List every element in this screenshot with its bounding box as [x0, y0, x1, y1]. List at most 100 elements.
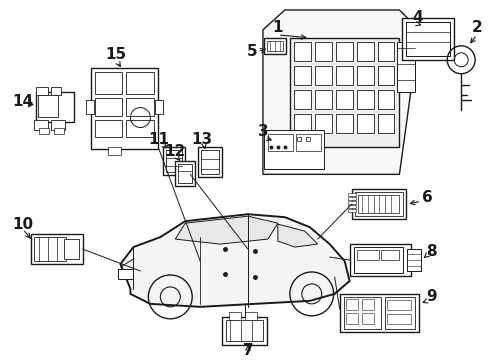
Bar: [294, 66, 311, 85]
Bar: [377, 66, 394, 85]
Bar: [355, 192, 403, 216]
Text: 2: 2: [472, 21, 483, 35]
Bar: [229, 312, 241, 320]
Bar: [126, 72, 154, 94]
Bar: [166, 150, 182, 172]
Bar: [163, 148, 185, 175]
Bar: [354, 247, 403, 273]
Text: 13: 13: [192, 132, 213, 147]
Bar: [340, 294, 419, 332]
Bar: [290, 38, 399, 148]
Bar: [54, 127, 64, 135]
Bar: [357, 113, 373, 132]
Bar: [397, 42, 416, 92]
Bar: [347, 205, 356, 208]
Bar: [362, 313, 373, 324]
Text: 4: 4: [412, 10, 423, 26]
Bar: [315, 66, 332, 85]
Bar: [36, 87, 48, 95]
Bar: [34, 237, 66, 261]
Bar: [377, 90, 394, 109]
Bar: [178, 165, 192, 183]
Bar: [357, 90, 373, 109]
Bar: [336, 90, 353, 109]
Bar: [39, 127, 49, 135]
Bar: [407, 249, 421, 271]
Bar: [95, 72, 122, 94]
Bar: [357, 250, 378, 260]
Bar: [357, 42, 373, 61]
Bar: [155, 100, 163, 113]
Bar: [336, 42, 353, 61]
Bar: [175, 161, 195, 186]
Text: 10: 10: [12, 217, 33, 232]
Bar: [386, 297, 416, 329]
Bar: [51, 87, 61, 95]
Polygon shape: [263, 10, 419, 174]
Bar: [34, 120, 48, 130]
Bar: [347, 201, 356, 204]
Bar: [119, 269, 133, 279]
Bar: [315, 42, 332, 61]
Bar: [315, 90, 332, 109]
Polygon shape: [121, 214, 349, 307]
Bar: [294, 113, 311, 132]
Bar: [352, 189, 406, 219]
Text: 12: 12: [165, 144, 186, 159]
Text: 6: 6: [422, 190, 433, 205]
Bar: [388, 314, 412, 324]
Text: 3: 3: [258, 124, 268, 139]
Bar: [402, 18, 454, 60]
Bar: [347, 197, 356, 200]
Text: 5: 5: [246, 44, 257, 59]
Bar: [107, 148, 122, 156]
Bar: [51, 120, 65, 130]
Bar: [345, 313, 358, 324]
Text: 1: 1: [272, 21, 283, 35]
Bar: [31, 234, 83, 264]
Bar: [91, 68, 158, 149]
Bar: [267, 41, 283, 51]
Bar: [36, 92, 74, 122]
Bar: [343, 297, 382, 329]
Bar: [126, 98, 154, 116]
Bar: [358, 195, 399, 213]
Bar: [64, 239, 78, 259]
Bar: [362, 299, 373, 310]
Bar: [336, 113, 353, 132]
Text: 15: 15: [105, 47, 126, 62]
Bar: [264, 130, 324, 169]
Bar: [357, 66, 373, 85]
Bar: [95, 98, 122, 116]
Bar: [38, 95, 58, 117]
Bar: [294, 42, 311, 61]
Bar: [388, 300, 412, 310]
Bar: [336, 66, 353, 85]
Polygon shape: [175, 216, 278, 244]
Bar: [406, 22, 450, 56]
Bar: [296, 134, 321, 152]
Bar: [226, 320, 263, 341]
Bar: [347, 209, 356, 212]
Bar: [347, 193, 356, 196]
Polygon shape: [278, 224, 318, 247]
Bar: [126, 120, 154, 138]
Bar: [95, 120, 122, 138]
Bar: [222, 317, 267, 345]
Bar: [315, 113, 332, 132]
Bar: [345, 299, 358, 310]
Text: 9: 9: [426, 289, 437, 305]
Bar: [264, 38, 286, 54]
Bar: [268, 134, 293, 152]
Text: 7: 7: [243, 343, 253, 358]
Bar: [382, 250, 399, 260]
Bar: [86, 100, 94, 113]
Bar: [349, 244, 412, 276]
Bar: [377, 42, 394, 61]
Bar: [245, 312, 257, 320]
Text: 11: 11: [148, 132, 169, 147]
Bar: [294, 90, 311, 109]
Text: 14: 14: [12, 94, 33, 109]
Bar: [198, 148, 222, 177]
Bar: [377, 113, 394, 132]
